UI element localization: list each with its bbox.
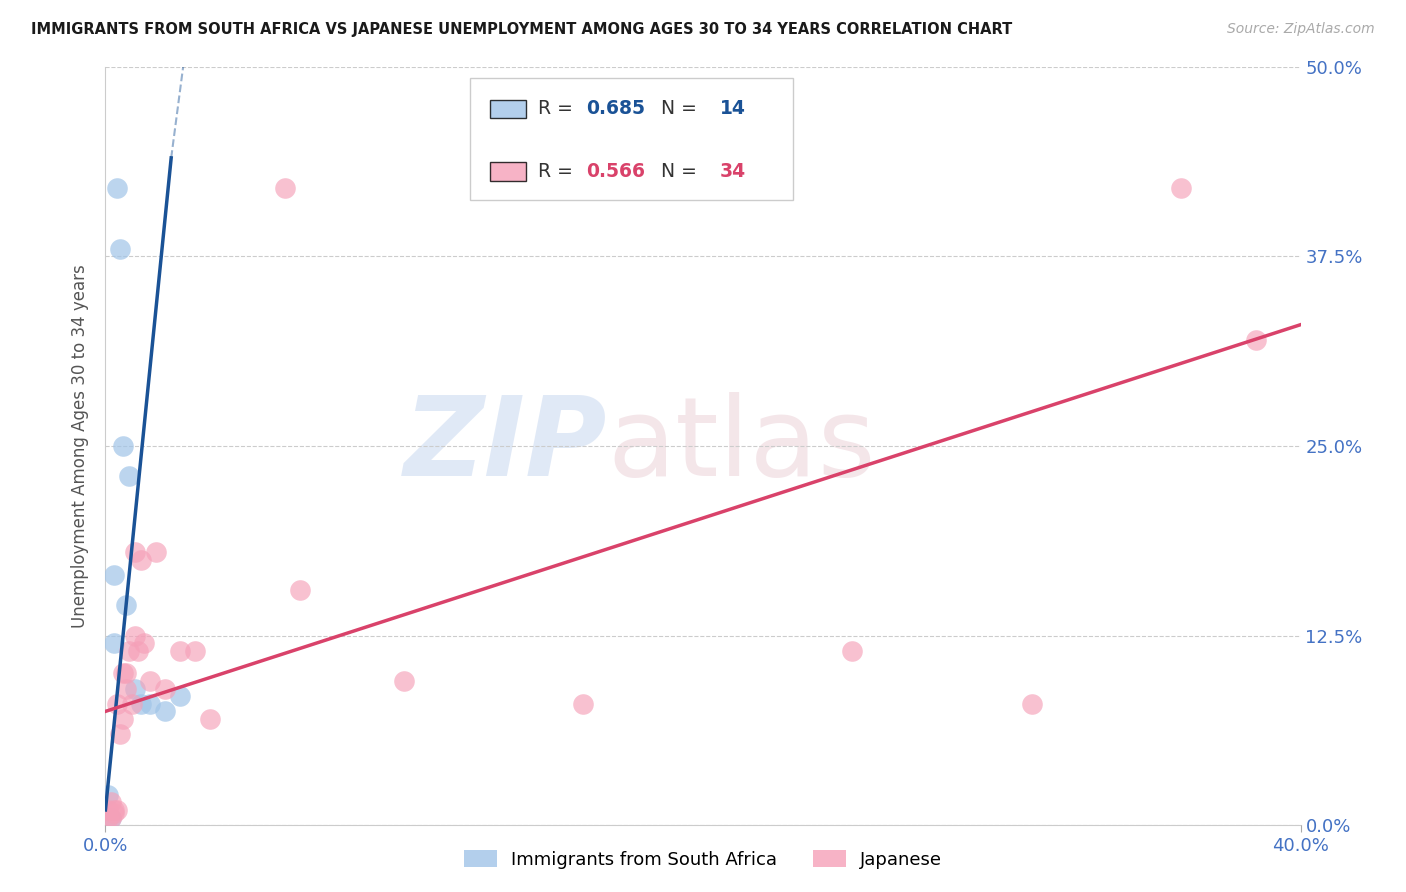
Point <box>103 805 125 820</box>
Point <box>118 469 141 483</box>
Point <box>103 803 125 817</box>
Text: 0.566: 0.566 <box>586 161 645 181</box>
Point <box>572 697 595 711</box>
FancyBboxPatch shape <box>491 100 526 119</box>
Point <box>107 803 129 817</box>
Text: atlas: atlas <box>607 392 876 500</box>
Point <box>1244 333 1267 347</box>
Point <box>121 697 143 711</box>
Y-axis label: Unemployment Among Ages 30 to 34 years: Unemployment Among Ages 30 to 34 years <box>72 264 90 628</box>
Point <box>288 583 311 598</box>
Point <box>118 644 141 658</box>
Point <box>1170 181 1192 195</box>
Text: N =: N = <box>644 100 703 119</box>
Point <box>124 545 146 559</box>
Text: ZIP: ZIP <box>404 392 607 500</box>
Point <box>107 697 129 711</box>
Point <box>115 599 138 613</box>
Point <box>100 811 122 825</box>
Text: IMMIGRANTS FROM SOUTH AFRICA VS JAPANESE UNEMPLOYMENT AMONG AGES 30 TO 34 YEARS : IMMIGRANTS FROM SOUTH AFRICA VS JAPANESE… <box>31 22 1012 37</box>
Point <box>112 666 135 681</box>
Point <box>169 644 191 658</box>
Point <box>103 636 125 650</box>
FancyBboxPatch shape <box>491 161 526 180</box>
Point <box>97 803 120 817</box>
Point <box>145 545 167 559</box>
Text: 14: 14 <box>720 100 745 119</box>
Point <box>169 689 191 703</box>
Point <box>110 727 132 741</box>
Point <box>112 439 135 453</box>
Point <box>103 568 125 582</box>
Point <box>184 644 207 658</box>
Point <box>273 181 295 195</box>
Point <box>129 697 153 711</box>
Point <box>155 705 177 719</box>
Point <box>110 242 132 256</box>
Text: R =: R = <box>538 100 579 119</box>
Text: 0.685: 0.685 <box>586 100 645 119</box>
Point <box>100 811 122 825</box>
Point <box>139 674 162 689</box>
Point <box>97 811 120 825</box>
Point <box>841 644 863 658</box>
Point <box>1021 697 1043 711</box>
Point <box>155 681 177 696</box>
Point <box>100 796 122 810</box>
Point <box>129 552 153 567</box>
Point <box>112 712 135 726</box>
Text: 34: 34 <box>720 161 745 181</box>
Point <box>127 644 149 658</box>
Point <box>394 674 416 689</box>
Point <box>124 681 146 696</box>
Point <box>139 697 162 711</box>
Point <box>97 788 120 802</box>
Point <box>115 681 138 696</box>
Text: N =: N = <box>644 161 703 181</box>
Point <box>115 666 138 681</box>
Point <box>107 181 129 195</box>
Text: Source: ZipAtlas.com: Source: ZipAtlas.com <box>1227 22 1375 37</box>
Point <box>134 636 156 650</box>
Legend: Immigrants from South Africa, Japanese: Immigrants from South Africa, Japanese <box>457 843 949 876</box>
Text: R =: R = <box>538 161 579 181</box>
Point <box>124 628 146 642</box>
FancyBboxPatch shape <box>470 78 793 200</box>
Point <box>198 712 221 726</box>
